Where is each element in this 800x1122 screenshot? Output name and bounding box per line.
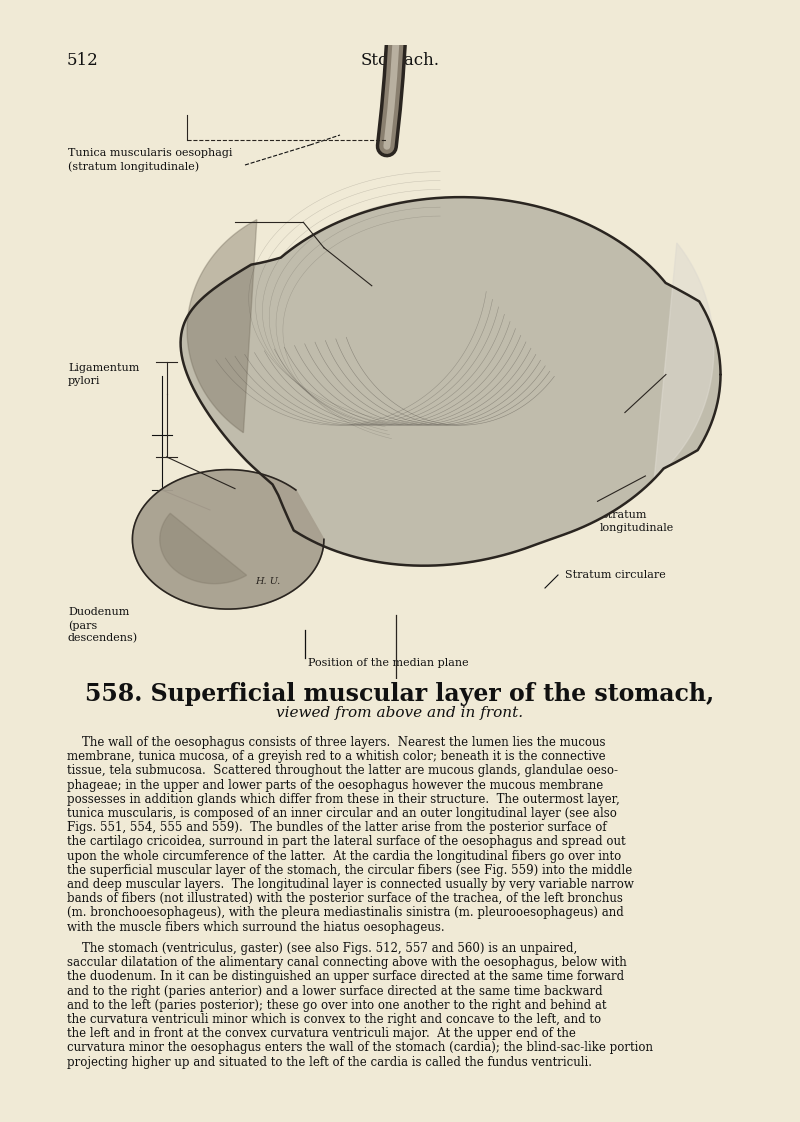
Text: saccular dilatation of the alimentary canal connecting above with the oesophagus: saccular dilatation of the alimentary ca… bbox=[67, 956, 626, 969]
Text: Stratum: Stratum bbox=[600, 511, 646, 519]
Text: (stratum longitudinale): (stratum longitudinale) bbox=[68, 160, 199, 172]
Text: the curvatura ventriculi minor which is convex to the right and concave to the l: the curvatura ventriculi minor which is … bbox=[67, 1013, 601, 1026]
Text: and to the right (paries anterior) and a lower surface directed at the same time: and to the right (paries anterior) and a… bbox=[67, 984, 602, 997]
Text: curvatura minor the oesophagus enters the wall of the stomach (cardia); the blin: curvatura minor the oesophagus enters th… bbox=[67, 1041, 653, 1055]
Text: The wall of the oesophagus consists of three layers.  Nearest the lumen lies the: The wall of the oesophagus consists of t… bbox=[67, 736, 606, 749]
Text: and to the left (paries posterior); these go over into one another to the right : and to the left (paries posterior); thes… bbox=[67, 999, 606, 1012]
Text: bands of fibers (not illustrated) with the posterior surface of the trachea, of : bands of fibers (not illustrated) with t… bbox=[67, 892, 623, 905]
Text: upon the whole circumference of the latter.  At the cardia the longitudinal fibe: upon the whole circumference of the latt… bbox=[67, 849, 622, 863]
Text: phageae; in the upper and lower parts of the oesophagus however the mucous membr: phageae; in the upper and lower parts of… bbox=[67, 779, 603, 792]
Text: membrane, tunica mucosa, of a greyish red to a whitish color; beneath it is the : membrane, tunica mucosa, of a greyish re… bbox=[67, 751, 606, 763]
Text: longitudinale: longitudinale bbox=[295, 323, 370, 333]
Text: H. U.: H. U. bbox=[255, 577, 281, 586]
Text: Tunica muscularis oesophagi: Tunica muscularis oesophagi bbox=[68, 148, 233, 158]
Text: the duodenum. In it can be distinguished an upper surface directed at the same t: the duodenum. In it can be distinguished… bbox=[67, 971, 624, 983]
Polygon shape bbox=[133, 470, 324, 609]
Text: Duodenum: Duodenum bbox=[68, 607, 130, 617]
Text: (m. bronchooesophageus), with the pleura mediastinalis sinistra (m. pleurooesoph: (m. bronchooesophageus), with the pleura… bbox=[67, 907, 624, 919]
Text: viewed from above and in front.: viewed from above and in front. bbox=[277, 706, 523, 720]
Text: 512: 512 bbox=[67, 52, 98, 68]
Text: possesses in addition glands which differ from these in their structure.  The ou: possesses in addition glands which diffe… bbox=[67, 793, 620, 806]
Polygon shape bbox=[654, 243, 714, 478]
Text: Stratum: Stratum bbox=[295, 310, 342, 320]
Text: The stomach (ventriculus, gaster) (see also Figs. 512, 557 and 560) is an unpair: The stomach (ventriculus, gaster) (see a… bbox=[67, 941, 578, 955]
Text: the left and in front at the convex curvatura ventriculi major.  At the upper en: the left and in front at the convex curv… bbox=[67, 1027, 576, 1040]
Text: the superficial muscular layer of the stomach, the circular fibers (see Fig. 559: the superficial muscular layer of the st… bbox=[67, 864, 632, 876]
Text: descendens): descendens) bbox=[68, 633, 138, 643]
Text: Stratum circulare: Stratum circulare bbox=[565, 570, 666, 580]
Text: tunica muscularis, is composed of an inner circular and an outer longitudinal la: tunica muscularis, is composed of an inn… bbox=[67, 807, 617, 820]
Text: 558. Superficial muscular layer of the stomach,: 558. Superficial muscular layer of the s… bbox=[86, 682, 714, 706]
Polygon shape bbox=[187, 220, 257, 433]
Text: Stomach.: Stomach. bbox=[361, 52, 439, 68]
Text: and deep muscular layers.  The longitudinal layer is connected usually by very v: and deep muscular layers. The longitudin… bbox=[67, 879, 634, 891]
Text: with the muscle fibers which surround the hiatus oesophageus.: with the muscle fibers which surround th… bbox=[67, 920, 445, 934]
Text: the cartilago cricoidea, surround in part the lateral surface of the oesophagus : the cartilago cricoidea, surround in par… bbox=[67, 836, 626, 848]
Text: (pars: (pars bbox=[68, 620, 98, 631]
Text: Ligamentum: Ligamentum bbox=[68, 364, 139, 373]
Polygon shape bbox=[181, 197, 721, 565]
Polygon shape bbox=[160, 513, 246, 583]
Text: Position of the median plane: Position of the median plane bbox=[308, 657, 469, 668]
Text: longitudinale: longitudinale bbox=[600, 523, 674, 533]
Text: Figs. 551, 554, 555 and 559).  The bundles of the latter arise from the posterio: Figs. 551, 554, 555 and 559). The bundle… bbox=[67, 821, 606, 834]
Text: tissue, tela submucosa.  Scattered throughout the latter are mucous glands, glan: tissue, tela submucosa. Scattered throug… bbox=[67, 764, 618, 778]
Text: pylori: pylori bbox=[68, 376, 101, 386]
Text: projecting higher up and situated to the left of the cardia is called the fundus: projecting higher up and situated to the… bbox=[67, 1056, 592, 1068]
